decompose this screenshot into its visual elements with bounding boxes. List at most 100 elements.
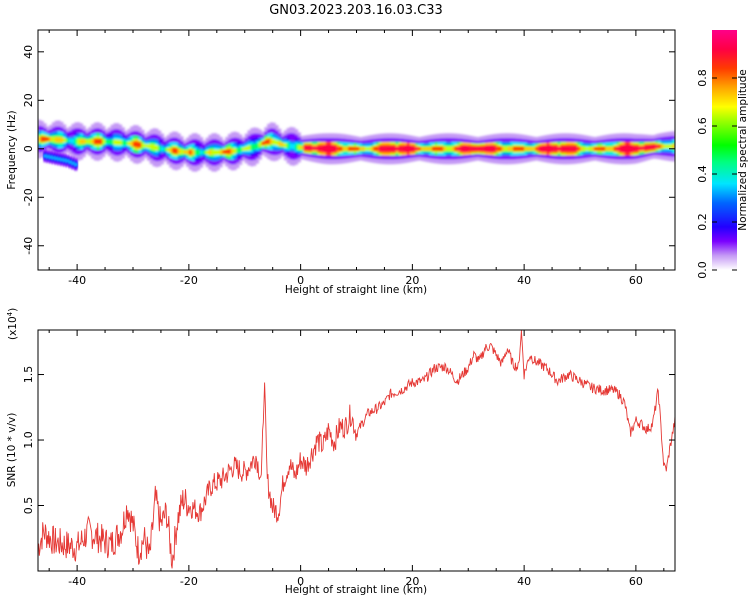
snr-axes: -40 -20 0 20 40 60 0.5 1.0 1.5: [22, 330, 675, 588]
heatmap-cell: [202, 150, 206, 155]
heatmap-cell: [638, 146, 642, 151]
heatmap-cell: [309, 146, 313, 150]
spectrogram-ytick-label: 0: [22, 145, 35, 152]
heatmap-cell: [602, 146, 606, 151]
heatmap-cell: [269, 138, 273, 145]
spectrogram-xtick-label: -20: [180, 274, 198, 287]
heatmap-cell: [356, 146, 360, 151]
colorbar-tick-label: 0.4: [696, 165, 709, 183]
heatmap-cell: [490, 146, 494, 151]
heatmap-cell: [300, 145, 304, 150]
heatmap-cell: [116, 139, 120, 146]
heatmap-cell: [160, 146, 165, 152]
heatmap-cell: [465, 146, 469, 151]
colorbar-tick-label: 0.6: [696, 117, 709, 135]
heatmap-cell: [297, 145, 301, 150]
heatmap-cell: [359, 147, 363, 151]
heatmap-cell: [571, 146, 575, 152]
heatmap-cell: [144, 143, 148, 148]
heatmap-cell: [286, 143, 290, 149]
heatmap-cell: [415, 146, 419, 151]
heatmap-cell: [163, 147, 167, 152]
heatmap-cell: [230, 148, 234, 155]
heatmap-cell: [652, 145, 656, 149]
heatmap-cell: [429, 146, 433, 151]
heatmap-cell: [325, 146, 329, 152]
snr-x-axis-label: Height of straight line (km): [285, 584, 427, 596]
heatmap-cell: [468, 146, 472, 151]
heatmap-cell: [605, 146, 609, 151]
heatmap-cell: [149, 144, 153, 150]
snr-plot-area: [38, 330, 675, 571]
heatmap-cell: [448, 146, 452, 152]
heatmap-cell: [211, 149, 215, 156]
heatmap-cell: [557, 146, 561, 152]
heatmap-cell: [406, 146, 410, 151]
heatmap-cell: [398, 146, 402, 152]
heatmap-cell: [119, 139, 123, 146]
heatmap-cell: [554, 146, 558, 152]
heatmap-cell: [607, 146, 612, 151]
heatmap-cell: [549, 146, 553, 151]
heatmap-cell: [141, 143, 145, 148]
heatmap-cell: [644, 145, 648, 150]
heatmap-cell: [566, 146, 570, 152]
heatmap-cell: [577, 146, 581, 151]
heatmap-cell: [535, 147, 539, 151]
spectrogram-xtick-label: 40: [517, 274, 531, 287]
heatmap-cell: [208, 149, 212, 156]
heatmap-cell: [412, 146, 416, 151]
heatmap-cell: [663, 144, 667, 149]
heatmap-cell: [60, 137, 64, 143]
heatmap-cell: [596, 146, 600, 151]
heatmap-cell: [49, 137, 53, 142]
heatmap-cell: [200, 150, 204, 155]
heatmap-cell: [255, 143, 259, 149]
heatmap-cell: [183, 150, 187, 154]
heatmap-cell: [529, 146, 533, 151]
snr-ytick-label: 1.5: [22, 366, 35, 384]
heatmap-cell: [658, 144, 662, 149]
heatmap-cell: [647, 145, 651, 150]
heatmap-cell: [585, 146, 589, 151]
heatmap-cell: [423, 146, 427, 151]
snr-y-axis-label: SNR (10 * v/v): [6, 413, 18, 488]
heatmap-cell: [350, 146, 354, 151]
spectrogram-ytick-label: 20: [22, 93, 35, 107]
heatmap-branch-cell: [49, 155, 53, 160]
heatmap-cell: [169, 147, 173, 153]
heatmap-cell: [46, 137, 50, 141]
snr-xtick-label: 20: [405, 575, 419, 588]
spectrogram-xtick-label: 60: [629, 274, 643, 287]
heatmap-branch-cell: [68, 160, 72, 165]
heatmap-cell: [471, 146, 475, 151]
heatmap-cell: [546, 146, 550, 151]
heatmap-cell: [113, 139, 117, 146]
heatmap-cell: [180, 149, 184, 154]
snr-xtick-label: 40: [517, 575, 531, 588]
heatmap-cell: [219, 149, 223, 155]
chart-title: GN03.2023.203.16.03.C33: [269, 3, 443, 18]
heatmap-cell: [610, 146, 614, 152]
heatmap-cell: [216, 149, 220, 156]
heatmap-cell: [225, 149, 229, 154]
heatmap-cell: [227, 148, 232, 155]
heatmap-branch-cell: [65, 158, 70, 163]
heatmap-cell: [485, 146, 489, 151]
heatmap-cell: [306, 145, 310, 150]
snr-xtick-label: -20: [180, 575, 198, 588]
heatmap-cell: [515, 146, 519, 152]
heatmap-cell: [630, 146, 634, 152]
heatmap-cell: [507, 146, 511, 152]
heatmap-cell: [214, 149, 218, 156]
heatmap-cell: [403, 146, 408, 151]
heatmap-cell: [345, 146, 349, 151]
heatmap-cell: [152, 144, 156, 151]
snr-ytick-label: 0.5: [22, 497, 35, 515]
heatmap-cell: [627, 146, 631, 152]
heatmap-cell: [473, 146, 477, 151]
heatmap-cell: [362, 146, 366, 151]
heatmap-cell: [543, 146, 547, 151]
spectrogram-ytick-label: -20: [22, 188, 35, 206]
heatmap-cell: [440, 146, 444, 152]
